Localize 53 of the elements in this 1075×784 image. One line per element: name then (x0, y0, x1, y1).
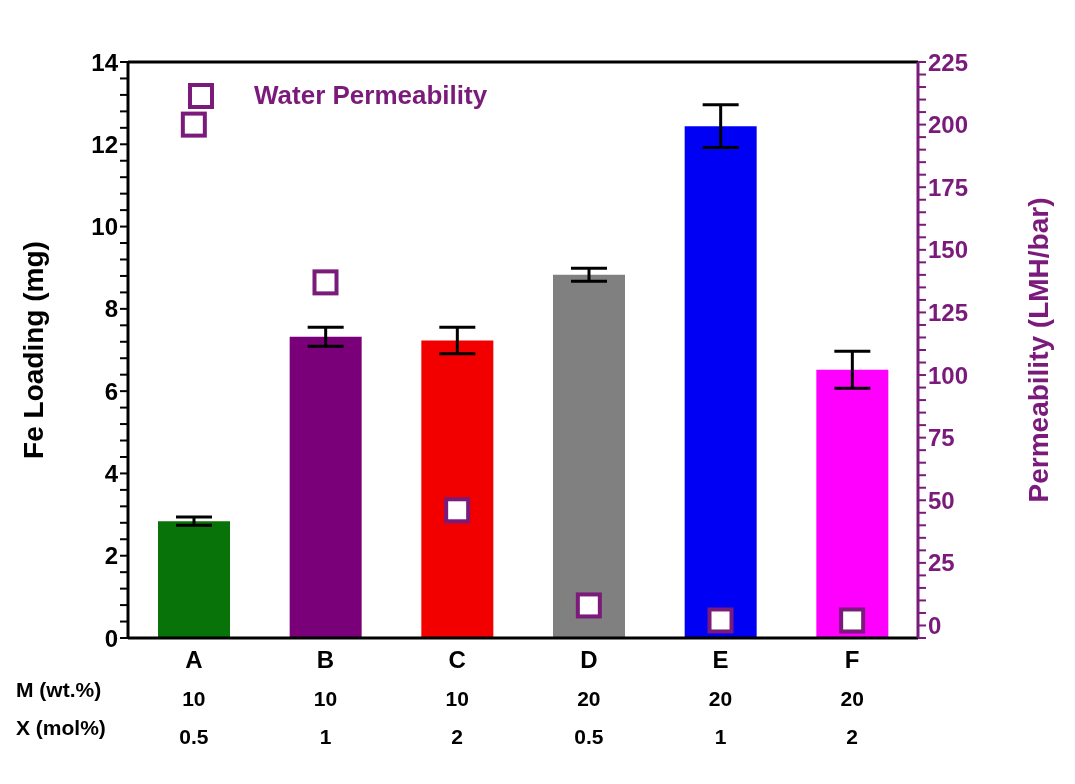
y-tick-label: 12 (91, 130, 118, 158)
legend-label: Water Permeability (254, 80, 488, 111)
point (839, 607, 866, 634)
x-tick-label: C (448, 646, 466, 673)
text: 2 (451, 725, 464, 748)
text: 0.5 (574, 725, 604, 748)
y2-tick-label: 125 (928, 298, 969, 326)
text: M (wt.%) (16, 678, 102, 702)
bar (684, 126, 757, 638)
text: 0.5 (179, 725, 209, 748)
y-tick-label: 0 (104, 624, 118, 652)
x-tick-label: B (316, 646, 335, 673)
bar (289, 336, 362, 638)
y2-tick-label: 200 (928, 111, 969, 139)
text: 1 (319, 725, 332, 748)
text: 1 (714, 725, 727, 748)
y2-tick-label: 175 (928, 173, 969, 201)
x-tick-label: D (580, 646, 598, 673)
bar (158, 521, 230, 638)
y2-axis-title: Permeability (LMH/bar) (1022, 197, 1054, 503)
bar (816, 369, 889, 638)
y-tick-label: 2 (104, 542, 118, 570)
point (575, 592, 602, 619)
text: 20 (577, 687, 601, 710)
y-tick-label: 8 (104, 295, 118, 323)
y2-tick-label: 75 (928, 424, 955, 452)
text: 10 (445, 687, 469, 710)
y-axis-title: Fe Loading (mg) (17, 241, 49, 459)
y-tick-label: 14 (91, 48, 119, 76)
y2-tick-label: 50 (928, 486, 955, 514)
y-tick-label: 10 (91, 213, 118, 241)
point (707, 607, 734, 634)
y-tick-label: 4 (104, 459, 119, 487)
text: 10 (182, 687, 206, 710)
text: 10 (313, 687, 338, 710)
x-tick-label: F (844, 646, 860, 673)
text: X (mol%) (16, 716, 106, 740)
y2-tick-label: 25 (928, 549, 955, 577)
point (444, 497, 471, 524)
x-tick-label: E (712, 646, 729, 673)
text: 20 (840, 687, 864, 710)
point (180, 111, 207, 138)
point (312, 269, 339, 296)
x-tick-label: A (185, 646, 203, 673)
y2-tick-label: 100 (928, 361, 969, 389)
y2-tick-label: 0 (928, 612, 942, 639)
bar (553, 274, 625, 638)
y2-tick-label: 225 (928, 48, 969, 76)
bar (421, 340, 494, 638)
y2-tick-label: 150 (928, 236, 969, 264)
y-tick-label: 6 (104, 377, 118, 405)
text: 2 (846, 725, 859, 748)
text: 20 (708, 687, 733, 710)
